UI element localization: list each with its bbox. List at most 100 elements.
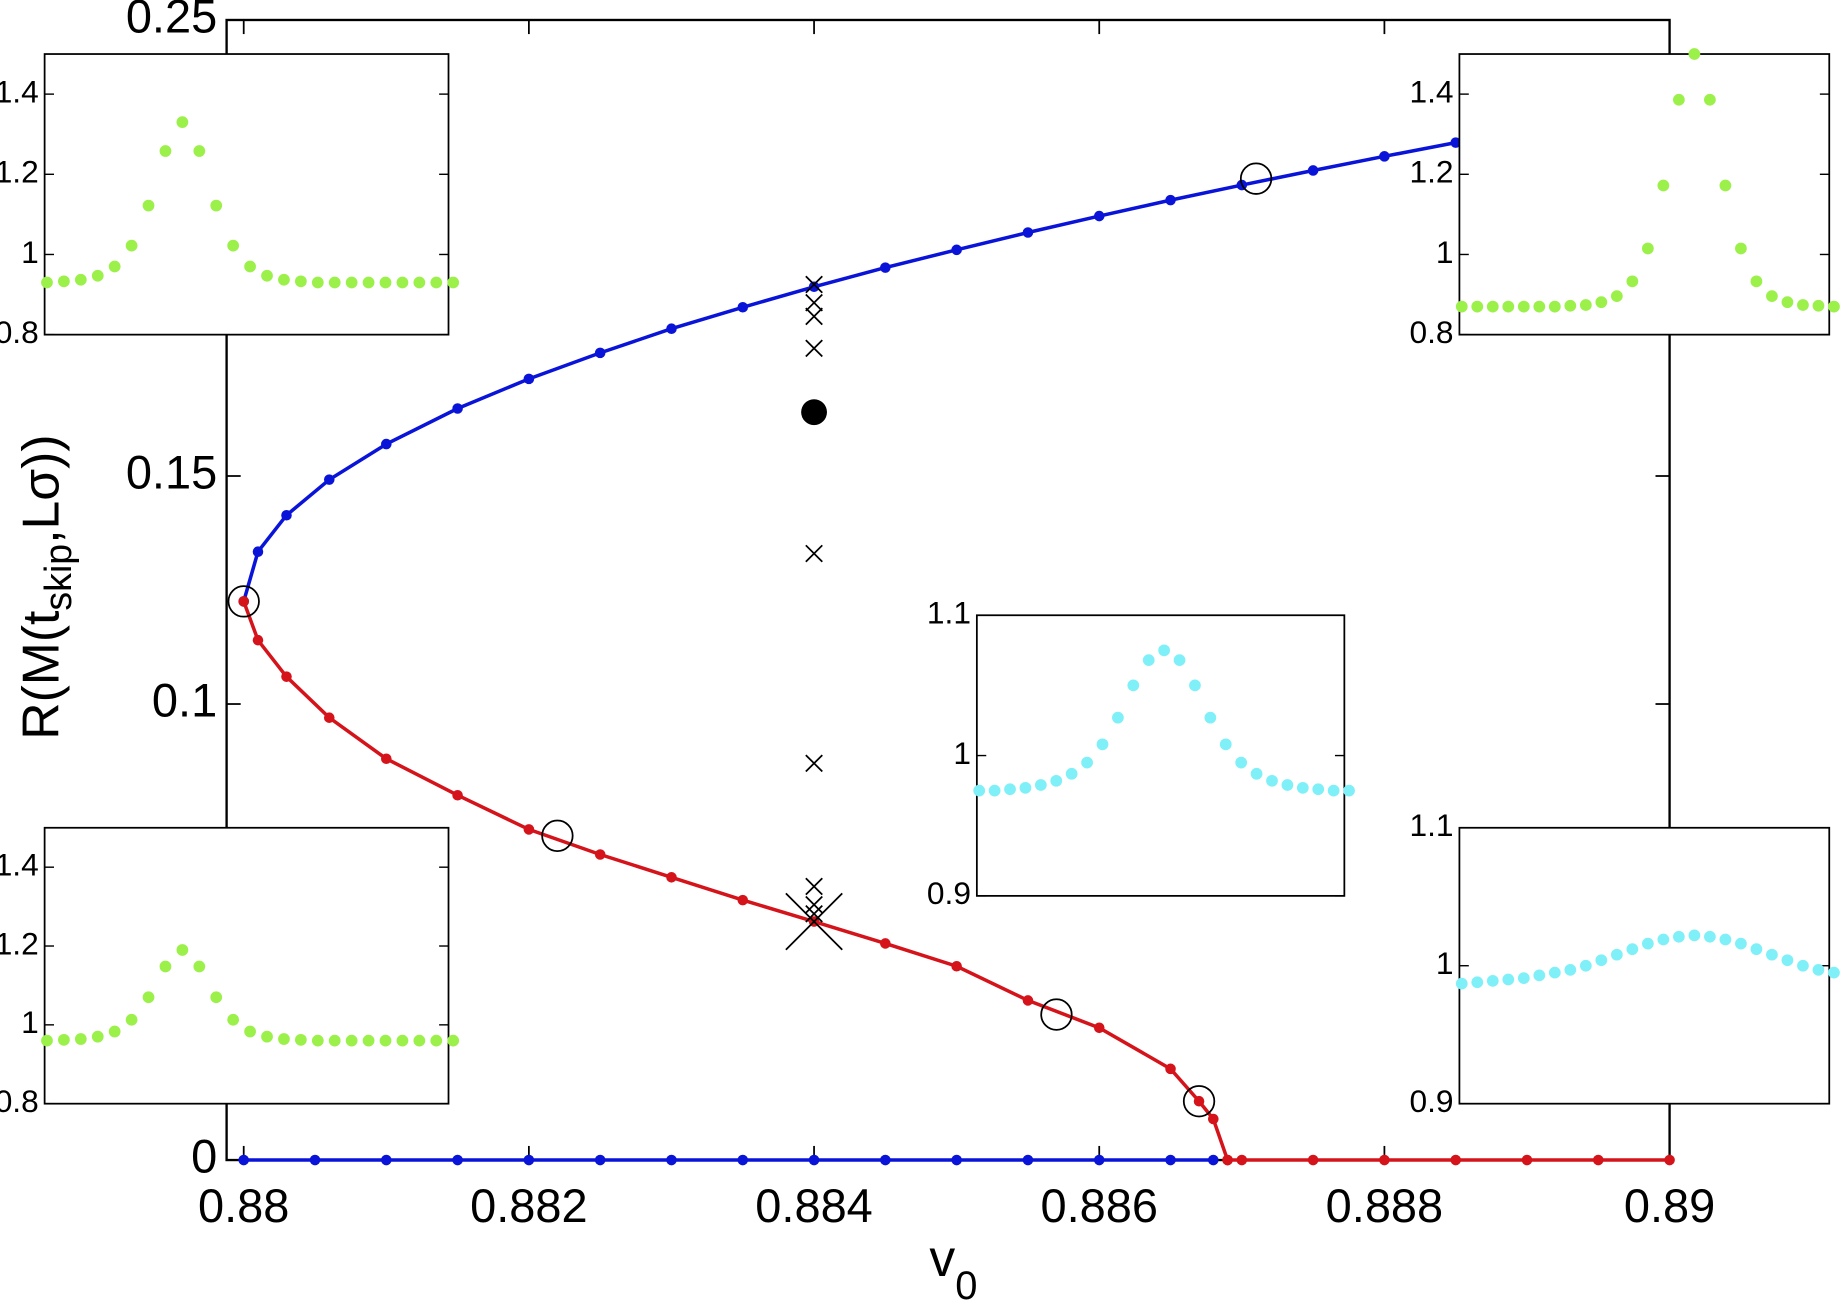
point: [1165, 194, 1176, 206]
inset-point: [1766, 290, 1778, 303]
inset-point: [1610, 948, 1623, 961]
inset-point: [294, 1033, 307, 1046]
point: [808, 281, 820, 293]
point: [1208, 1154, 1219, 1166]
inset-y-tick-label: 1.4: [0, 73, 39, 109]
point: [1450, 1154, 1461, 1166]
inset-point: [345, 276, 358, 289]
inset-point: [1781, 296, 1794, 309]
inset-point: [430, 276, 443, 289]
inset-point: [193, 145, 206, 157]
point: [1093, 210, 1105, 222]
inset-point: [1641, 242, 1654, 255]
point: [1307, 165, 1319, 176]
inset-point: [1112, 711, 1124, 724]
inset-point: [210, 991, 223, 1004]
inset-point: [244, 1025, 256, 1038]
point: [1593, 1154, 1604, 1166]
inset-point: [108, 1025, 121, 1038]
point: [737, 1154, 749, 1166]
inset-point: [74, 273, 87, 286]
marker-ring: [541, 819, 574, 852]
point: [880, 938, 891, 949]
inset-point: [1797, 299, 1809, 311]
inset-y-tick-label: 0.8: [0, 314, 39, 350]
inset-y-tick-label: 1: [21, 234, 39, 270]
inset-point: [1486, 300, 1499, 313]
point: [452, 789, 463, 801]
inset-point: [159, 960, 172, 973]
point: [238, 596, 249, 607]
y-label-end: ,Lσ)): [11, 434, 69, 543]
inset-point: [1502, 300, 1515, 313]
inset-point: [1533, 300, 1546, 313]
inset-point: [311, 1034, 324, 1047]
point: [281, 671, 292, 682]
inset-point: [1704, 93, 1716, 106]
inset-point: [1735, 937, 1747, 950]
inset-point: [41, 1034, 53, 1047]
inset-point: [142, 199, 155, 212]
inset-point: [447, 276, 460, 289]
inset-point: [278, 273, 290, 286]
inset-point: [1312, 783, 1325, 796]
inset-point: [210, 199, 223, 212]
x-axis-label: v0: [929, 1229, 977, 1308]
y-tick-label: 0.25: [126, 0, 217, 42]
inset-y-tick-label: 1: [21, 1004, 39, 1040]
point: [1165, 1154, 1176, 1166]
inset-point: [193, 960, 206, 973]
inset-point: [1564, 963, 1577, 976]
inset-frame: [1458, 826, 1831, 1105]
inset-point: [261, 269, 273, 282]
inset-point: [1719, 933, 1732, 946]
point: [381, 438, 392, 450]
inset-point: [396, 276, 409, 289]
point: [281, 509, 292, 521]
inset-point: [1704, 930, 1716, 943]
marker-cross: [805, 895, 823, 914]
inset-point: [1595, 954, 1608, 967]
inset-point: [1455, 977, 1468, 990]
point: [1208, 1113, 1219, 1125]
x-label-sub: 0: [955, 1264, 977, 1308]
point: [1165, 1063, 1176, 1075]
inset-y-tick-label: 0.8: [1409, 314, 1453, 350]
inset-point: [91, 1030, 104, 1043]
point: [737, 301, 749, 313]
inset-y-tick-label: 1: [953, 735, 971, 771]
marker-cross: [805, 293, 823, 312]
point: [1022, 995, 1034, 1006]
inset-point: [1502, 973, 1515, 986]
inset-point: [41, 276, 53, 289]
point: [523, 1154, 535, 1166]
marker-cross: [785, 892, 843, 951]
point: [523, 373, 535, 385]
inset-point: [1004, 783, 1016, 796]
inset-point: [1327, 784, 1340, 797]
inset-y-tick-label: 1.4: [1409, 73, 1453, 109]
point: [323, 712, 335, 723]
point: [381, 753, 392, 765]
inset-point: [413, 276, 426, 289]
inset-y-tick-label: 1: [1436, 945, 1454, 981]
inset-point: [1750, 275, 1763, 288]
inset-point: [261, 1030, 273, 1043]
inset-point: [1781, 954, 1794, 967]
inset-point: [1579, 959, 1592, 972]
inset-point: [1065, 767, 1078, 780]
inset-point: [379, 1034, 392, 1047]
inset-point: [1797, 959, 1809, 972]
inset-point: [1173, 654, 1186, 667]
inset-point: [1235, 756, 1248, 769]
marker-cross: [805, 544, 823, 563]
x-tick-label: 0.886: [1040, 1179, 1158, 1232]
inset-point: [108, 260, 121, 273]
point: [951, 1154, 962, 1166]
inset-y-tick-label: 1.2: [0, 925, 39, 961]
inset-point: [1626, 275, 1639, 288]
inset-point: [1657, 933, 1670, 946]
inset-point: [1081, 756, 1093, 769]
point: [309, 1154, 321, 1166]
point: [1022, 227, 1034, 238]
